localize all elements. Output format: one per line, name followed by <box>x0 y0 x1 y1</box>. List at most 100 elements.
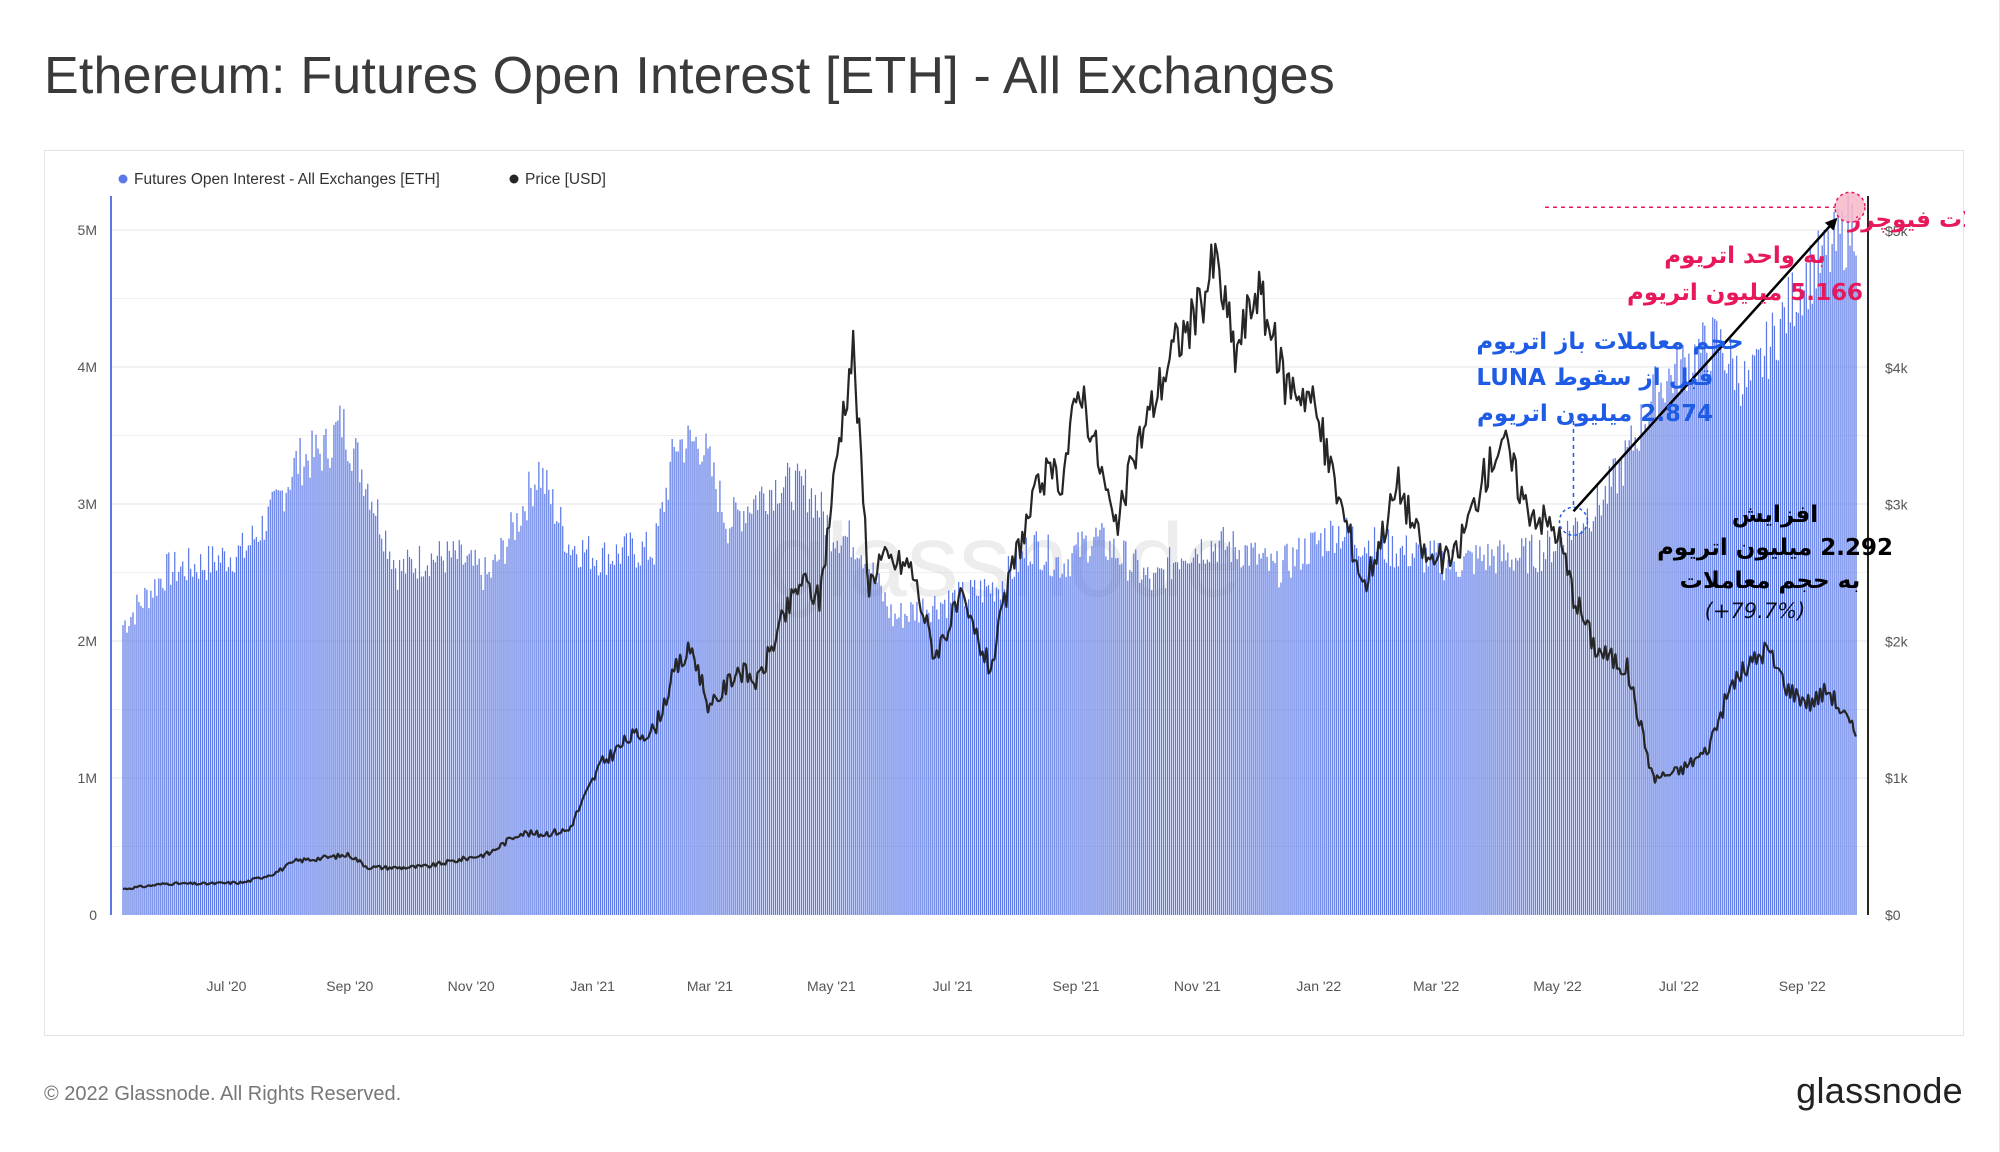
oi-bar <box>755 495 757 915</box>
oi-bar <box>548 489 550 915</box>
oi-bar <box>492 559 494 915</box>
oi-bar <box>1483 554 1485 915</box>
oi-bar <box>1035 531 1037 915</box>
oi-bar <box>587 536 590 915</box>
pre-luna-annotation-line-1: حجم معاملات باز اتریوم <box>1476 329 1743 355</box>
oi-bar <box>836 540 838 915</box>
oi-bar <box>1270 553 1272 915</box>
oi-bar <box>1135 549 1137 915</box>
chart-panel: glassnode 0 1M 2M 3M 4M 5M $0 $1k $2k $3k $4k $5k … <box>44 150 1965 1036</box>
oi-bar <box>1204 563 1207 915</box>
increase-annotation-line-2: 2.292 میلیون اتریوم <box>1657 535 1893 561</box>
oi-bar <box>174 551 176 915</box>
oi-bar <box>1765 321 1768 915</box>
oi-bar <box>1025 537 1027 915</box>
oi-bar <box>605 574 608 915</box>
oi-bar <box>784 476 787 915</box>
oi-bar <box>369 509 371 915</box>
oi-bar <box>514 540 516 915</box>
oi-bar <box>1738 383 1740 915</box>
oi-bar <box>1007 556 1010 915</box>
oi-bar <box>1586 508 1589 915</box>
oi-bar <box>1604 486 1606 915</box>
oi-bar <box>562 526 564 915</box>
oi-bar <box>609 564 612 915</box>
oi-bar <box>985 586 988 915</box>
oi-bar <box>1115 558 1117 915</box>
oi-bar <box>1069 576 1071 915</box>
oi-bar <box>1367 540 1370 915</box>
oi-bar <box>1612 458 1614 915</box>
oi-bar <box>777 503 779 915</box>
oi-bar <box>160 578 162 915</box>
oi-bar <box>950 602 952 915</box>
x-axis-ticks: Jul '20 Sep '20 Nov '20 Jan '21 Mar '21 May '… <box>206 978 1826 994</box>
oi-bar <box>299 438 301 915</box>
oi-bar <box>458 540 460 915</box>
oi-bar <box>1708 374 1710 916</box>
oi-bar <box>1459 576 1461 915</box>
oi-bar <box>1246 545 1248 915</box>
oi-bar <box>1133 553 1135 915</box>
oi-bar <box>219 562 222 915</box>
oi-bar <box>221 547 224 915</box>
oi-bar <box>530 487 532 915</box>
oi-bar <box>1083 538 1085 915</box>
oi-bar <box>627 555 630 915</box>
oi-bar <box>484 557 486 915</box>
oi-bar <box>383 551 385 915</box>
oi-bar <box>1415 542 1417 915</box>
oi-bar <box>1427 566 1429 915</box>
oi-bar <box>958 581 960 915</box>
oi-bar <box>1260 558 1262 915</box>
oi-bar <box>1413 557 1415 915</box>
oi-bar <box>1640 404 1642 915</box>
oi-bar <box>1684 357 1686 915</box>
oi-bar <box>1596 483 1598 915</box>
oi-bar <box>1789 322 1791 915</box>
oi-bar <box>1845 267 1847 915</box>
oi-bar <box>597 575 600 915</box>
oi-bar <box>1190 562 1193 915</box>
oi-bar <box>681 439 683 915</box>
oi-bar <box>1505 560 1507 915</box>
oi-bar <box>906 615 908 915</box>
oi-bar <box>1815 288 1817 915</box>
oi-bar <box>1003 589 1006 915</box>
oi-bar <box>944 599 946 915</box>
oi-bar <box>1598 505 1600 915</box>
oi-bar <box>552 489 554 915</box>
oi-bar <box>1286 543 1288 915</box>
oi-bar <box>1081 531 1083 915</box>
oi-bar <box>136 594 138 915</box>
oi-bar <box>1342 541 1344 915</box>
oi-bar <box>948 590 950 915</box>
glassnode-logo[interactable]: glassnode <box>1796 1070 1963 1111</box>
oi-bar <box>611 560 614 915</box>
oi-bar <box>701 461 703 915</box>
oi-bar <box>580 566 582 915</box>
oi-bar <box>337 420 339 915</box>
oi-bar <box>1011 578 1014 915</box>
oi-bar <box>751 513 753 915</box>
oi-bar <box>1767 378 1770 915</box>
oi-bar <box>1473 574 1475 915</box>
right-axis-tick-label: $0 <box>1885 907 1901 923</box>
oi-bar <box>1047 534 1049 915</box>
oi-bar <box>162 588 164 915</box>
oi-bar <box>1634 437 1636 915</box>
oi-bar <box>968 599 970 915</box>
oi-bar <box>1447 559 1449 915</box>
oi-bar <box>353 448 355 915</box>
oi-bar <box>983 579 986 915</box>
footer-copyright: © 2022 Glassnode. All Rights Reserved. <box>44 1083 402 1105</box>
oi-bar <box>1123 540 1125 915</box>
oi-bar <box>207 546 210 915</box>
oi-bar <box>1745 387 1748 915</box>
annotation-layer: حجم باز فعلی معاملات فیوچرز به واحد اتری… <box>1476 191 1965 623</box>
oi-bar <box>532 506 534 915</box>
oi-bar <box>387 558 389 915</box>
oi-bar <box>912 604 914 915</box>
oi-bar <box>1704 325 1706 915</box>
